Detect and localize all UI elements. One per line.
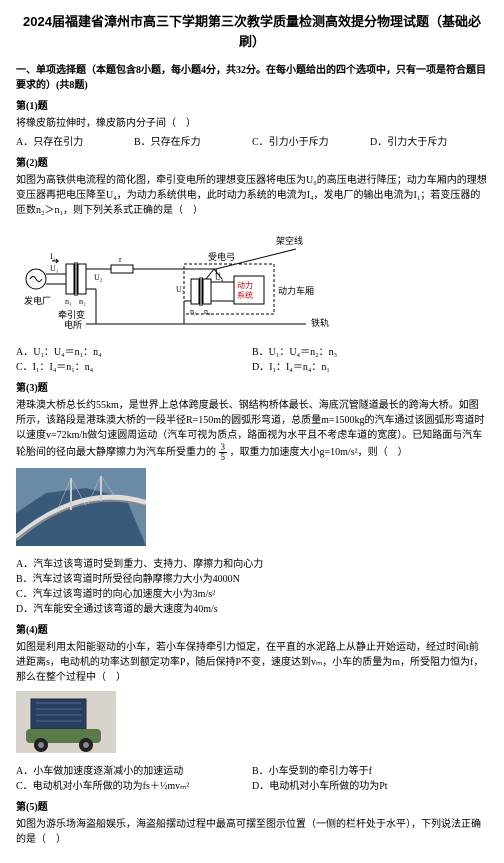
q1-number: 第(1)题 [16, 99, 488, 114]
q1-opt-d: D．引力大于斥力 [370, 135, 488, 150]
q4-opt-d: D．电动机对小车所做的功为Pt [252, 779, 488, 794]
svg-text:n₂: n₂ [79, 297, 86, 306]
q5-text: 如图为游乐场海盗船娱乐，海盗船摆动过程中最高可摆至图示位置（一侧的栏杆处于水平）… [16, 817, 488, 847]
q4-opt-c: C．电动机对小车所做的功为fs＋½mvₘ² [16, 779, 252, 794]
svg-text:I₁: I₁ [50, 252, 56, 261]
svg-text:n₃: n₃ [190, 307, 197, 316]
q2-u4: U₄ [106, 190, 117, 201]
q1-text: 将橡皮筋拉伸时，橡皮筋内分子间（ ） [16, 116, 488, 131]
svg-text:系统: 系统 [237, 290, 253, 300]
q4-car-figure [16, 691, 488, 758]
q3-number: 第(3)题 [16, 381, 488, 396]
q1-opt-a: A．只存在引力 [16, 135, 134, 150]
q2-opt-c: C．I₁：I₄＝n₁：n₄ [16, 360, 252, 375]
q2-text: 如图为高铁供电流程的简化图，牵引变电所的理想变压器将电压为U₀的高压电进行降压；… [16, 173, 488, 218]
q4-opt-b: B．小车受到的牵引力等于f [252, 764, 488, 779]
q2-a: 如图为高铁供电流程的简化图，牵引变电所的理想变压器将电压为 [16, 175, 306, 186]
q2-options: A．U₁：U₄＝n₁：n₄ B．U₁：U₄＝n₂：n₃ C．I₁：I₄＝n₁：n… [16, 345, 488, 375]
svg-text:铁轨: 铁轨 [311, 317, 329, 328]
svg-text:U₂: U₂ [94, 273, 103, 282]
q3-opt-a: A．汽车过该弯道时受到重力、支持力、摩擦力和向心力 [16, 557, 488, 572]
svg-text:r: r [119, 255, 122, 264]
page-title: 2024届福建省漳州市高三下学期第三次教学质量检测高效提分物理试题（基础必刷） [16, 12, 488, 51]
q3-text: 港珠澳大桥总长约55km，是世界上总体跨度最长、钢结构桥体最长、海底沉管隧道最长… [16, 398, 488, 462]
q3-fraction: 35 [219, 443, 228, 462]
q4-text: 如图是利用太阳能驱动的小车，若小车保持牵引力恒定，在平直的水泥路上从静止开始运动… [16, 640, 488, 685]
q4-options: A．小车做加速度逐渐减小的加速运动 B．小车受到的牵引力等于f C．电动机对小车… [16, 764, 488, 794]
q3-opt-d: D．汽车能安全通过该弯道的最大速度为40m/s [16, 602, 488, 617]
q2-i4: I₄ [307, 190, 314, 201]
section-header: 一、单项选择题（本题包含8小题，每小题4分，共32分。在每小题给出的四个选项中，… [16, 63, 488, 93]
svg-text:受电弓: 受电弓 [208, 251, 235, 262]
q3-opt-c: C．汽车过该弯道时的向心加速度大小为3m/s² [16, 587, 488, 602]
svg-text:U₁: U₁ [50, 264, 59, 273]
svg-text:n₁: n₁ [65, 297, 72, 306]
q1-opt-b: B．只存在斥力 [134, 135, 252, 150]
svg-text:电所: 电所 [64, 319, 82, 330]
svg-text:架空线: 架空线 [276, 235, 303, 246]
svg-text:I₄: I₄ [215, 267, 221, 276]
q2-c: ，为动力系统供电，此时动力系统的电流为 [117, 190, 307, 201]
q1-options: A．只存在引力 B．只存在斥力 C．引力小于斥力 D．引力大于斥力 [16, 135, 488, 150]
svg-text:动力: 动力 [237, 280, 253, 290]
q2-opt-a: A．U₁：U₄＝n₁：n₄ [16, 345, 252, 360]
q2-opt-d: D．I₁：I₄＝n₄：n₁ [252, 360, 488, 375]
q4-number: 第(4)题 [16, 623, 488, 638]
q3-options: A．汽车过该弯道时受到重力、支持力、摩擦力和向心力 B．汽车过该弯道时所受径向静… [16, 557, 488, 617]
q1-opt-c: C．引力小于斥力 [252, 135, 370, 150]
q3-tail: ，取重力加速度大小g=10m/s²，则（ ） [230, 447, 408, 458]
svg-text:牵引变: 牵引变 [58, 309, 85, 320]
q2-circuit-figure: 发电厂 U₁ I₁ n₁ n₂ 牵引变 电所 r U₂ 架空线 受电弓 n₃ [16, 224, 488, 339]
q2-f: ，则下列关系式正确的是（ ） [63, 205, 203, 216]
q4-vm: vₘ [311, 657, 322, 668]
svg-text:动力车厢: 动力车厢 [278, 285, 314, 296]
q3-bridge-figure [16, 468, 488, 551]
q2-u0: U₀ [306, 175, 317, 186]
svg-text:U₃: U₃ [176, 285, 185, 294]
svg-text:n₄: n₄ [204, 307, 211, 316]
q4-opt-a: A．小车做加速度逐渐减小的加速运动 [16, 764, 252, 779]
q2-opt-b: B．U₁：U₄＝n₂：n₃ [252, 345, 488, 360]
q5-number: 第(5)题 [16, 800, 488, 815]
q2-ratio: n₂＞n₁ [36, 205, 63, 216]
label-gen: 发电厂 [24, 295, 51, 306]
q2-number: 第(2)题 [16, 156, 488, 171]
q2-d: ，发电厂的输出电流为 [314, 190, 414, 201]
q3-opt-b: B．汽车过该弯道时所受径向静摩擦力大小为4000N [16, 572, 488, 587]
